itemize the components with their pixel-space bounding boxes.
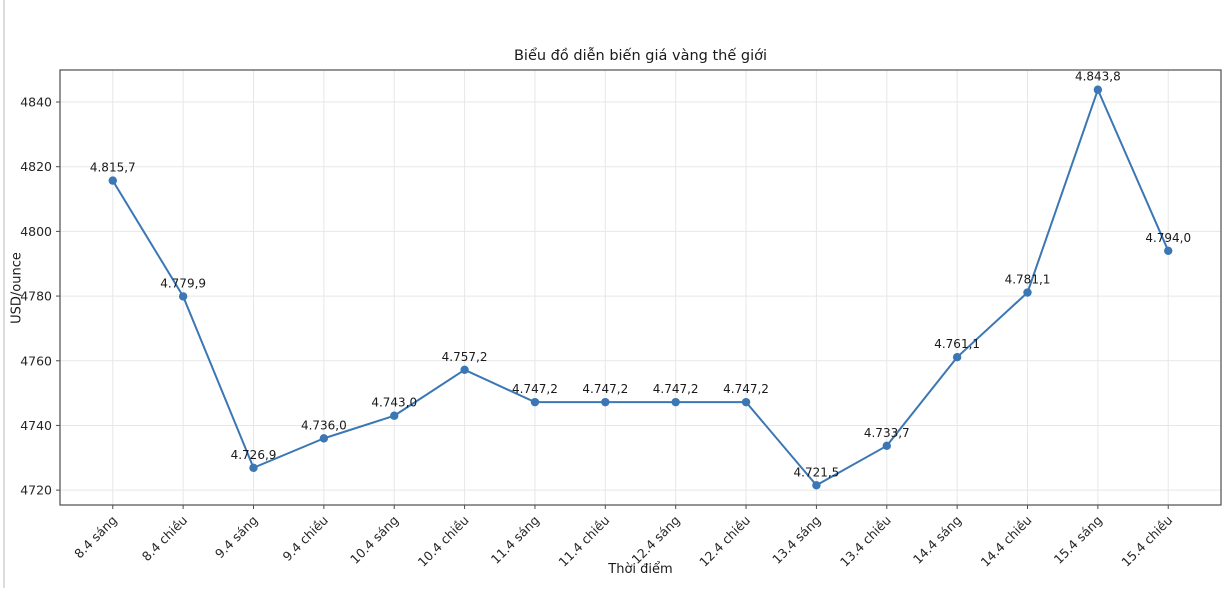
data-point bbox=[108, 176, 117, 185]
data-point-label: 4.779,9 bbox=[160, 276, 206, 290]
x-tick-label: 10.4 sáng bbox=[347, 513, 401, 567]
y-tick-label: 4820 bbox=[20, 159, 52, 174]
x-tick-label: 14.4 sáng bbox=[910, 513, 964, 567]
data-point bbox=[319, 434, 329, 443]
data-point-label: 4.747,2 bbox=[582, 382, 628, 396]
data-point-label: 4.843,8 bbox=[1075, 70, 1121, 84]
x-tick-label: 9.4 sáng bbox=[212, 513, 261, 562]
data-point bbox=[601, 397, 610, 407]
y-tick-label: 4800 bbox=[20, 224, 52, 239]
data-point bbox=[1023, 288, 1032, 297]
data-point bbox=[1093, 85, 1103, 94]
y-tick-label: 4840 bbox=[20, 95, 52, 110]
x-tick-label: 10.4 chiều bbox=[415, 513, 472, 570]
y-tick-label: 4740 bbox=[20, 418, 52, 433]
x-tick-label: 15.4 sáng bbox=[1051, 513, 1105, 567]
x-tick-label: 15.4 chiều bbox=[1118, 513, 1175, 570]
data-point-label: 4.736,0 bbox=[301, 418, 347, 432]
x-tick-label: 11.4 chiều bbox=[555, 513, 612, 570]
data-point-label: 4.733,7 bbox=[864, 426, 910, 440]
data-point-label: 4.747,2 bbox=[723, 382, 769, 396]
data-point bbox=[671, 397, 680, 407]
y-tick-label: 4780 bbox=[20, 289, 52, 304]
data-point bbox=[1164, 246, 1173, 255]
data-point bbox=[249, 463, 258, 473]
x-tick-label: 8.4 chiều bbox=[139, 513, 190, 564]
data-point-label: 4.726,9 bbox=[231, 448, 277, 462]
x-tick-label: 13.4 chiều bbox=[837, 513, 894, 570]
plot-border bbox=[59, 69, 1222, 506]
x-tick-label: 11.4 sáng bbox=[488, 513, 542, 567]
data-point bbox=[952, 352, 962, 362]
data-point bbox=[390, 411, 399, 420]
data-point bbox=[741, 397, 751, 407]
data-point-label: 4.757,2 bbox=[442, 350, 488, 364]
data-point bbox=[882, 441, 891, 451]
y-tick-label: 4720 bbox=[20, 483, 52, 498]
x-tick-label: 12.4 sáng bbox=[628, 513, 682, 567]
y-axis-label: USD/ounce bbox=[9, 252, 25, 324]
data-point-label: 4.747,2 bbox=[512, 382, 558, 396]
y-tick-label: 4760 bbox=[20, 353, 52, 368]
data-point-label: 4.747,2 bbox=[653, 382, 699, 396]
data-point-label: 4.781,1 bbox=[1005, 273, 1051, 287]
chart-title: Biểu đồ diễn biến giá vàng thế giới bbox=[513, 48, 768, 64]
data-point-label: 4.815,7 bbox=[90, 161, 136, 175]
data-point bbox=[530, 397, 540, 407]
data-point bbox=[178, 292, 188, 301]
data-point-label: 4.794,0 bbox=[1145, 231, 1191, 245]
x-tick-label: 13.4 sáng bbox=[769, 513, 823, 567]
x-tick-label: 8.4 sáng bbox=[71, 513, 120, 562]
data-point bbox=[812, 481, 821, 490]
x-tick-label: 12.4 chiều bbox=[696, 513, 753, 570]
data-point bbox=[460, 365, 469, 375]
x-tick-label: 14.4 chiều bbox=[978, 513, 1035, 570]
price-line bbox=[111, 88, 1170, 487]
x-tick-label: 9.4 chiều bbox=[280, 513, 331, 564]
data-point-label: 4.761,1 bbox=[934, 337, 980, 351]
x-axis-label: Thời điểm bbox=[608, 562, 673, 577]
data-point-label: 4.721,5 bbox=[794, 465, 840, 479]
data-point-label: 4.743,0 bbox=[371, 396, 417, 410]
page-left-border bbox=[3, 0, 5, 588]
